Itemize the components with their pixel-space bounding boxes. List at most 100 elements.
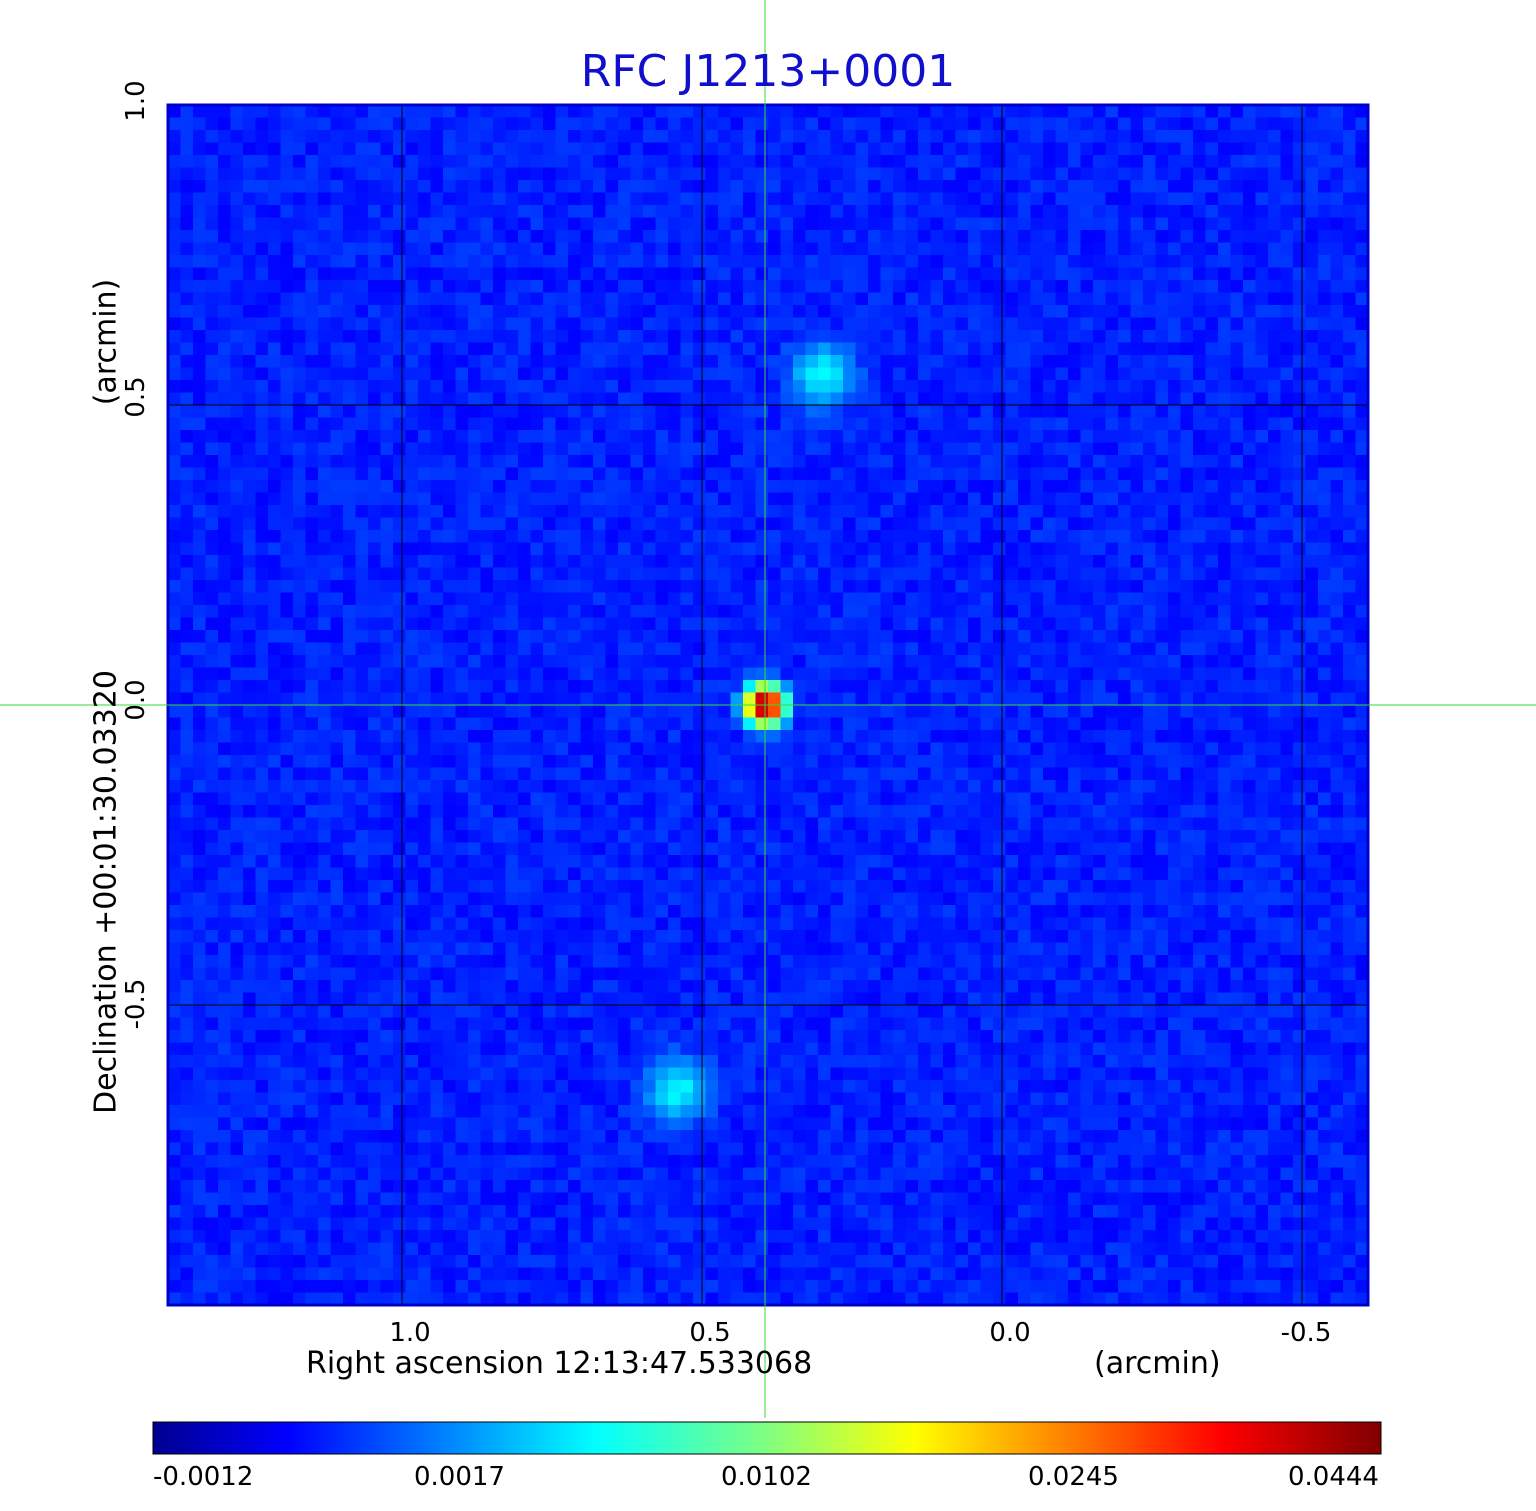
- image-pixel: [218, 655, 232, 669]
- image-pixel: [330, 280, 344, 294]
- image-pixel: [193, 917, 207, 931]
- image-pixel: [430, 1180, 444, 1194]
- image-pixel: [355, 767, 369, 781]
- image-pixel: [480, 255, 494, 269]
- image-pixel: [805, 917, 819, 931]
- image-pixel: [655, 1192, 669, 1206]
- image-pixel: [468, 330, 482, 344]
- image-pixel: [730, 942, 744, 956]
- image-pixel: [743, 755, 757, 769]
- image-pixel: [643, 892, 657, 906]
- image-pixel: [755, 317, 769, 331]
- image-pixel: [580, 1167, 594, 1181]
- image-pixel: [518, 255, 532, 269]
- image-pixel: [355, 930, 369, 944]
- image-pixel: [593, 1042, 607, 1056]
- image-pixel: [730, 805, 744, 819]
- image-pixel: [393, 767, 407, 781]
- image-pixel: [680, 267, 694, 281]
- image-pixel: [605, 280, 619, 294]
- image-pixel: [180, 1255, 194, 1269]
- image-pixel: [593, 305, 607, 319]
- image-pixel: [630, 705, 644, 719]
- image-pixel: [455, 1067, 469, 1081]
- image-pixel: [705, 842, 719, 856]
- image-pixel: [568, 267, 582, 281]
- image-pixel: [268, 1167, 282, 1181]
- image-pixel: [480, 305, 494, 319]
- image-pixel: [443, 1055, 457, 1069]
- image-pixel: [243, 342, 257, 356]
- image-pixel: [180, 1030, 194, 1044]
- image-pixel: [368, 205, 382, 219]
- image-pixel: [505, 892, 519, 906]
- image-pixel: [443, 492, 457, 506]
- image-pixel: [368, 805, 382, 819]
- image-pixel: [805, 1130, 819, 1144]
- image-pixel: [730, 1255, 744, 1269]
- image-pixel: [693, 192, 707, 206]
- image-pixel: [380, 430, 394, 444]
- image-pixel: [305, 542, 319, 556]
- image-pixel: [668, 667, 682, 681]
- image-pixel: [468, 392, 482, 406]
- image-pixel: [755, 742, 769, 756]
- image-pixel: [493, 217, 507, 231]
- image-pixel: [405, 1180, 419, 1194]
- image-pixel: [568, 1092, 582, 1106]
- image-pixel: [768, 730, 782, 744]
- image-pixel: [355, 905, 369, 919]
- image-pixel: [268, 630, 282, 644]
- image-pixel: [393, 155, 407, 169]
- image-pixel: [705, 117, 719, 131]
- image-pixel: [655, 430, 669, 444]
- image-pixel: [193, 1205, 207, 1219]
- image-pixel: [180, 167, 194, 181]
- image-pixel: [493, 867, 507, 881]
- image-pixel: [355, 955, 369, 969]
- image-pixel: [430, 1055, 444, 1069]
- image-pixel: [318, 430, 332, 444]
- image-pixel: [218, 1180, 232, 1194]
- image-pixel: [780, 1242, 794, 1256]
- image-pixel: [718, 705, 732, 719]
- image-pixel: [568, 967, 582, 981]
- image-pixel: [330, 530, 344, 544]
- image-pixel: [643, 1055, 657, 1069]
- image-pixel: [180, 417, 194, 431]
- image-pixel: [668, 142, 682, 156]
- image-pixel: [243, 892, 257, 906]
- image-pixel: [530, 717, 544, 731]
- image-pixel: [268, 1042, 282, 1056]
- image-pixel: [768, 455, 782, 469]
- image-pixel: [293, 705, 307, 719]
- image-pixel: [393, 542, 407, 556]
- image-pixel: [605, 480, 619, 494]
- image-pixel: [293, 755, 307, 769]
- image-pixel: [655, 167, 669, 181]
- image-pixel: [393, 417, 407, 431]
- image-pixel: [593, 1105, 607, 1119]
- image-pixel: [530, 405, 544, 419]
- image-pixel: [305, 892, 319, 906]
- image-pixel: [218, 980, 232, 994]
- image-pixel: [393, 317, 407, 331]
- image-pixel: [180, 480, 194, 494]
- image-pixel: [180, 630, 194, 644]
- image-pixel: [493, 767, 507, 781]
- image-pixel: [255, 130, 269, 144]
- image-pixel: [568, 105, 582, 119]
- image-pixel: [755, 517, 769, 531]
- image-pixel: [580, 742, 594, 756]
- image-pixel: [755, 605, 769, 619]
- image-pixel: [555, 467, 569, 481]
- image-pixel: [543, 1030, 557, 1044]
- image-pixel: [368, 192, 382, 206]
- image-pixel: [493, 342, 507, 356]
- image-pixel: [243, 730, 257, 744]
- image-pixel: [805, 367, 819, 381]
- image-pixel: [205, 542, 219, 556]
- image-pixel: [518, 142, 532, 156]
- image-pixel: [468, 942, 482, 956]
- image-pixel: [218, 1042, 232, 1056]
